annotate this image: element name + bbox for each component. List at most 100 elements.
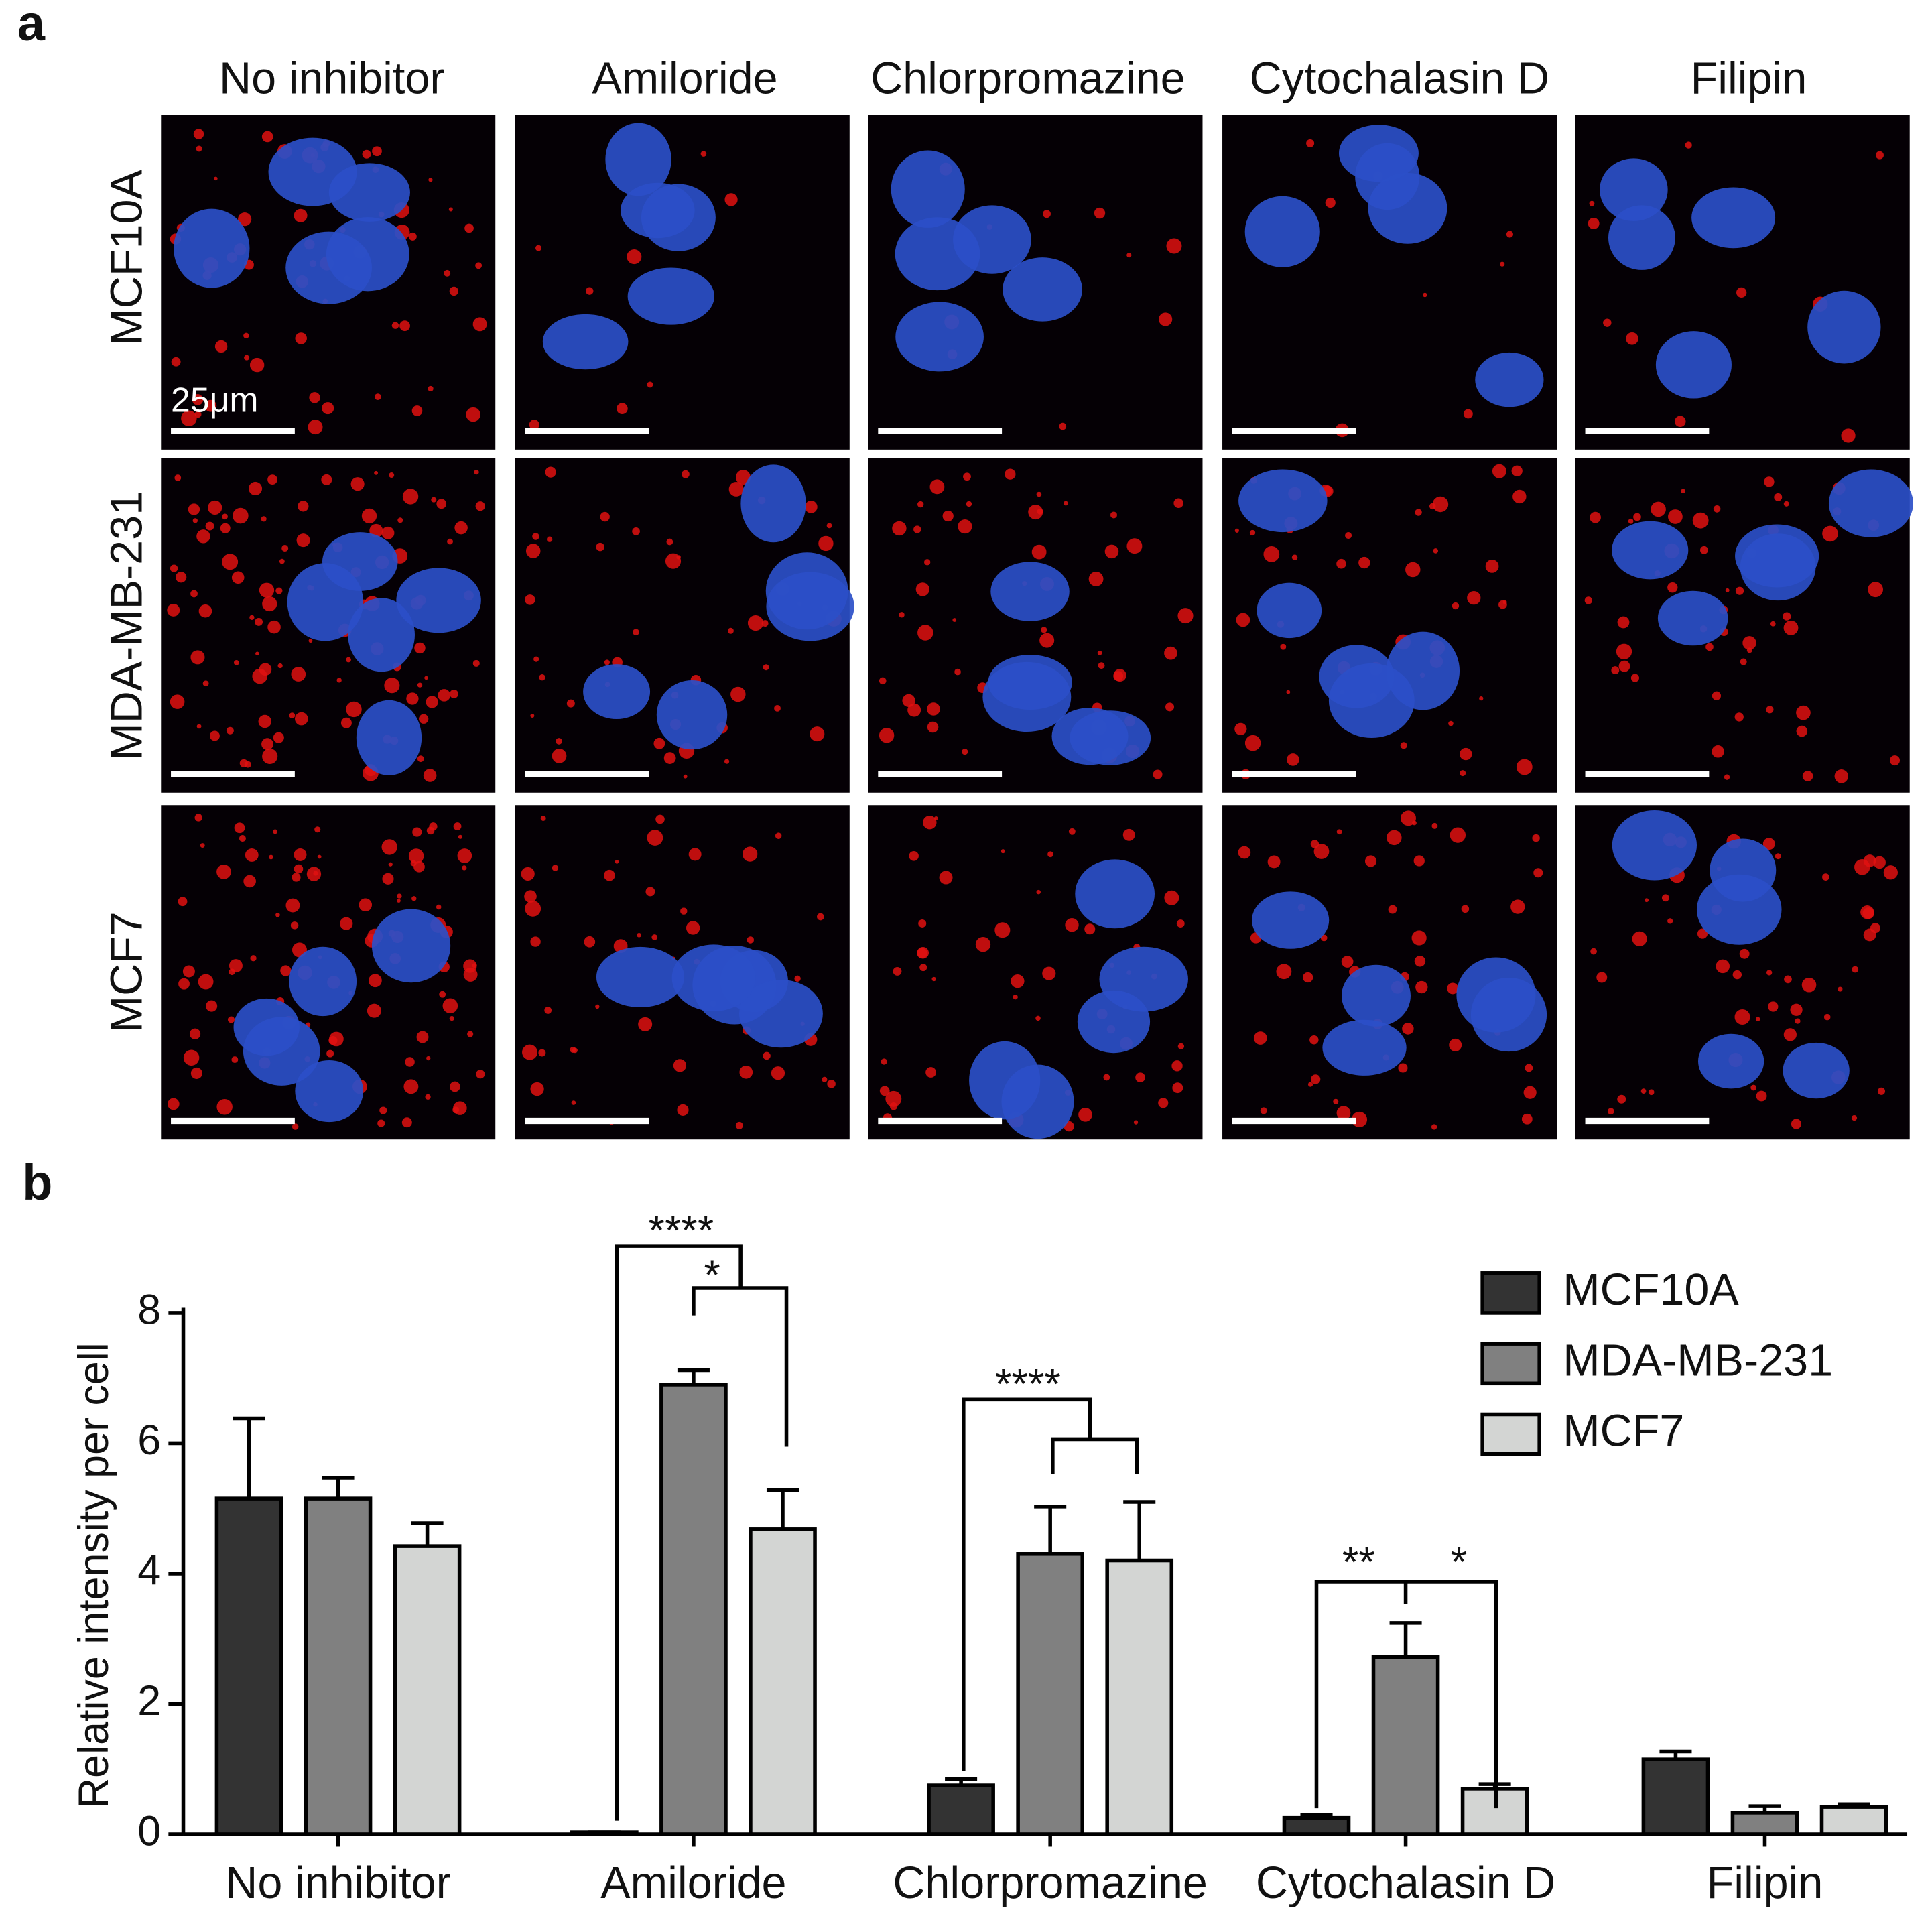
red-spot [182, 965, 195, 978]
red-spot [1870, 923, 1880, 934]
red-spot [545, 466, 556, 478]
red-spot [1617, 1094, 1626, 1104]
red-spot [261, 516, 267, 522]
red-spot [476, 1070, 485, 1079]
red-spot [1755, 1017, 1760, 1022]
red-spot [340, 717, 352, 728]
red-spot [1303, 972, 1313, 983]
nucleus [295, 1060, 364, 1123]
red-spot [1790, 1003, 1803, 1016]
red-spot [189, 1028, 201, 1039]
red-spot [239, 835, 246, 842]
red-spot [1516, 759, 1533, 775]
red-spot [1725, 588, 1730, 592]
red-spot [728, 481, 744, 497]
y-tick-label: 8 [137, 1287, 161, 1334]
red-spot [1584, 596, 1592, 604]
red-spot [391, 322, 399, 329]
red-spot [196, 529, 210, 544]
red-spot [963, 472, 971, 481]
x-tick-label: Chlorpromazine [893, 1858, 1208, 1908]
red-spot [328, 1036, 338, 1045]
red-spot [1234, 722, 1247, 735]
nucleus [1342, 964, 1411, 1027]
red-spot [532, 533, 539, 540]
red-spot [290, 921, 299, 930]
red-spot [1287, 753, 1299, 766]
red-spot [326, 1049, 334, 1058]
red-spot [361, 508, 377, 524]
red-spot [1345, 531, 1352, 539]
red-spot [454, 521, 468, 535]
nucleus [583, 664, 651, 720]
red-spot [1234, 528, 1239, 533]
red-spot [617, 403, 628, 415]
red-spot [1448, 720, 1454, 726]
red-spot [794, 975, 801, 982]
red-spot [442, 998, 458, 1014]
red-spot [544, 1007, 552, 1014]
red-spot [763, 1051, 771, 1060]
red-spot [397, 899, 401, 903]
red-spot [1783, 1028, 1797, 1041]
red-spot [663, 752, 676, 764]
red-spot [194, 814, 202, 822]
red-spot [1841, 428, 1856, 443]
y-axis-label: Relative intensity per cell [70, 1342, 117, 1808]
red-spot [1172, 1082, 1183, 1094]
significance-bracket [692, 1286, 789, 1447]
bar [1371, 1655, 1440, 1836]
micrograph [868, 115, 1203, 450]
red-spot [917, 625, 933, 641]
red-spot [1746, 647, 1752, 653]
red-spot [202, 680, 209, 687]
red-spot [1159, 312, 1173, 326]
nucleus [174, 208, 250, 288]
red-spot [1732, 970, 1742, 980]
red-spot [222, 513, 228, 520]
red-spot [1133, 1120, 1139, 1125]
red-spot [1336, 829, 1342, 835]
red-spot [190, 1067, 202, 1079]
red-spot [761, 620, 769, 627]
red-spot [261, 131, 273, 143]
red-spot [183, 1049, 200, 1066]
red-spot [1801, 977, 1817, 993]
red-spot [255, 618, 263, 626]
significance-bracket [615, 1244, 743, 1821]
red-spot [727, 627, 734, 634]
red-spot [1028, 505, 1043, 520]
red-spot [1122, 828, 1135, 841]
nucleus [1456, 957, 1536, 1033]
red-spot [423, 769, 437, 782]
significance-label: * [1451, 1539, 1467, 1586]
red-spot [377, 1119, 385, 1127]
red-spot [1640, 1088, 1647, 1094]
red-spot [1734, 1009, 1750, 1025]
nucleus [621, 182, 695, 239]
red-spot [294, 848, 307, 861]
red-spot [1358, 556, 1370, 569]
red-spot [206, 1000, 218, 1012]
red-spot [1712, 691, 1722, 700]
x-tick-label: Amiloride [600, 1858, 786, 1908]
red-spot [1065, 918, 1079, 932]
red-spot [1750, 1084, 1757, 1091]
micrograph [515, 115, 850, 450]
red-spot [1432, 496, 1449, 513]
red-spot [474, 469, 479, 475]
red-spot [566, 699, 575, 708]
nucleus [1698, 1033, 1764, 1089]
nucleus [740, 464, 806, 543]
nucleus [1322, 1019, 1407, 1076]
red-spot [681, 470, 690, 478]
red-spot [1667, 918, 1673, 924]
column-label: Cytochalasin D [1250, 54, 1549, 104]
red-spot [314, 826, 321, 833]
red-spot [1068, 828, 1076, 835]
nucleus [356, 700, 422, 775]
red-spot [1510, 899, 1525, 914]
red-spot [1431, 1124, 1437, 1130]
legend-swatch [1480, 1271, 1541, 1315]
red-spot [1648, 1089, 1655, 1096]
